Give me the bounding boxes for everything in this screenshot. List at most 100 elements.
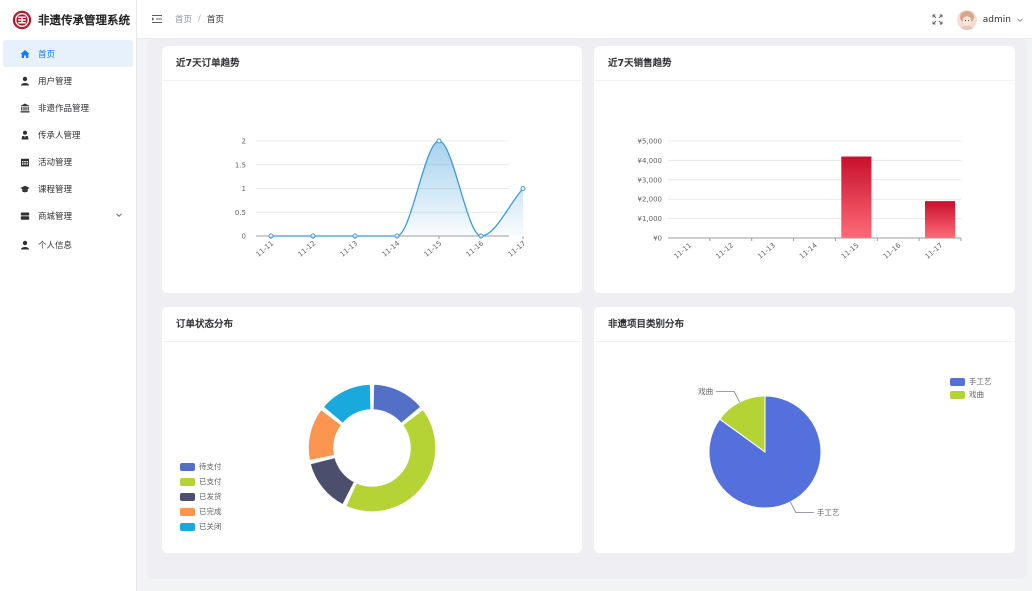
store-icon [20, 211, 30, 221]
donut-slice [307, 408, 343, 462]
sidebar-item-label: 活动管理 [38, 157, 73, 168]
legend-swatch [180, 508, 195, 516]
avatar[interactable] [956, 9, 977, 30]
header-actions: admin [932, 0, 1024, 39]
x-tick-label: 11-12 [714, 241, 735, 260]
donut-slice [372, 383, 422, 425]
series-area [271, 141, 523, 236]
sidebar-menu: 首页 用户管理 非遗作品管理 传承人管理 活动管理 课程管理 商城管理 [0, 40, 136, 258]
y-tick-label: ¥5,000 [638, 138, 663, 146]
sidebar-item-label: 传承人管理 [38, 130, 81, 141]
donut-slice [344, 408, 437, 513]
user-icon [20, 240, 30, 250]
x-tick-label: 11-11 [255, 239, 276, 258]
logo-icon [12, 10, 32, 30]
y-tick-label: ¥1,000 [638, 215, 663, 223]
order-status-card: 订单状态分布 待支付 已支付 已发货 已完成 已关闭 [162, 307, 582, 553]
sidebar-item-label: 个人信息 [38, 240, 73, 251]
y-tick-label: ¥4,000 [638, 157, 663, 165]
x-tick-label: 11-16 [465, 239, 486, 259]
legend-label: 待支付 [199, 461, 222, 471]
legend-label: 已完成 [199, 506, 222, 516]
orders-trend-chart: 0 0.5 1 1.5 2 11-11 11-12 11-13 11-14 11-15 11-16 1… [235, 138, 528, 259]
legend-label: 戏曲 [969, 389, 984, 399]
x-tick-label: 11-16 [882, 241, 903, 261]
y-tick-label: 0.5 [235, 209, 246, 217]
pie-slice-label: 戏曲 [698, 386, 713, 396]
x-tick-label: 11-17 [507, 239, 528, 258]
pie-slice [719, 395, 766, 453]
y-tick-label: 1.5 [235, 161, 246, 169]
pie-label-line [716, 391, 740, 403]
fullscreen-icon[interactable] [932, 14, 943, 25]
menu-fold-icon[interactable] [151, 13, 163, 25]
sidebar-item-inheritors[interactable]: 传承人管理 [3, 121, 133, 148]
bar [841, 156, 872, 238]
legend-swatch [950, 391, 965, 399]
card-title: 非遗项目类别分布 [594, 307, 1015, 342]
sidebar-item-label: 首页 [38, 49, 56, 60]
orders-trend-card: 近7天订单趋势 0 0.5 1 1.5 2 11-11 11-12 11-13 11-14 11-… [162, 46, 582, 293]
x-tick-label: 11-11 [672, 241, 693, 260]
card-title: 近7天销售趋势 [594, 46, 1015, 81]
donut-slice [309, 456, 356, 506]
breadcrumb-separator: / [198, 14, 201, 24]
legend-swatch [180, 523, 195, 531]
sidebar-item-label: 用户管理 [38, 76, 73, 87]
sidebar-item-store[interactable]: 商城管理 [3, 202, 133, 229]
sidebar-item-label: 课程管理 [38, 184, 73, 195]
x-tick-label: 11-13 [756, 241, 777, 260]
sidebar-item-home[interactable]: 首页 [3, 40, 133, 67]
sidebar-item-works[interactable]: 非遗作品管理 [3, 94, 133, 121]
main-content: 近7天订单趋势 0 0.5 1 1.5 2 11-11 11-12 11-13 11-14 11-… [147, 39, 1027, 579]
y-tick-label: 0 [242, 233, 246, 241]
x-tick-label: 11-14 [798, 241, 819, 261]
sidebar-item-courses[interactable]: 课程管理 [3, 175, 133, 202]
card-title: 近7天订单趋势 [162, 46, 582, 81]
sidebar-item-activities[interactable]: 活动管理 [3, 148, 133, 175]
sidebar-item-profile[interactable]: 个人信息 [3, 231, 133, 258]
x-tick-label: 11-12 [297, 239, 318, 258]
bank-icon [20, 103, 30, 113]
card-title: 订单状态分布 [162, 307, 582, 342]
data-point [436, 138, 442, 144]
chevron-down-icon[interactable] [115, 211, 123, 219]
x-tick-label: 11-15 [423, 239, 444, 258]
sidebar-item-label: 非遗作品管理 [38, 103, 90, 114]
breadcrumb-current: 首页 [206, 15, 224, 25]
sidebar: 非遗传承管理系统 首页 用户管理 非遗作品管理 传承人管理 活动管理 课程管理 [0, 0, 137, 591]
sidebar-item-users[interactable]: 用户管理 [3, 67, 133, 94]
x-tick-label: 11-15 [840, 241, 861, 260]
legend-swatch [180, 493, 195, 501]
legend-label: 已关闭 [199, 521, 222, 531]
person-icon [20, 130, 30, 140]
category-card: 非遗项目类别分布 手工艺 戏曲 手工艺 戏曲 [594, 307, 1015, 553]
pie-label-line [790, 501, 814, 513]
legend-label: 已发货 [199, 491, 222, 501]
legend-swatch [950, 378, 965, 386]
legend-swatch [180, 478, 195, 486]
sidebar-item-label: 商城管理 [38, 211, 73, 222]
y-tick-label: ¥2,000 [638, 196, 663, 204]
donut-slice [322, 383, 372, 425]
calendar-icon [20, 157, 30, 167]
logo[interactable]: 非遗传承管理系统 [0, 0, 136, 40]
y-tick-label: ¥3,000 [638, 176, 663, 184]
bar [925, 201, 956, 238]
x-tick-label: 11-14 [381, 239, 402, 259]
y-tick-label: 1 [242, 185, 246, 193]
home-icon [20, 49, 30, 59]
username[interactable]: admin [982, 14, 1011, 25]
chevron-down-icon[interactable] [1016, 16, 1024, 24]
user-icon [20, 76, 30, 86]
graduation-cap-icon [20, 184, 30, 194]
top-header: 首页 / 首页 admin [137, 0, 1032, 39]
legend-label: 手工艺 [969, 376, 992, 386]
sales-trend-card: 近7天销售趋势 ¥0 ¥1,000 ¥2,000 ¥3,000 ¥4,000 ¥5,000… [594, 46, 1015, 293]
pie-slice-label: 手工艺 [817, 507, 840, 517]
breadcrumb-home[interactable]: 首页 [175, 15, 193, 25]
data-point [520, 186, 526, 191]
legend-swatch [180, 463, 195, 471]
